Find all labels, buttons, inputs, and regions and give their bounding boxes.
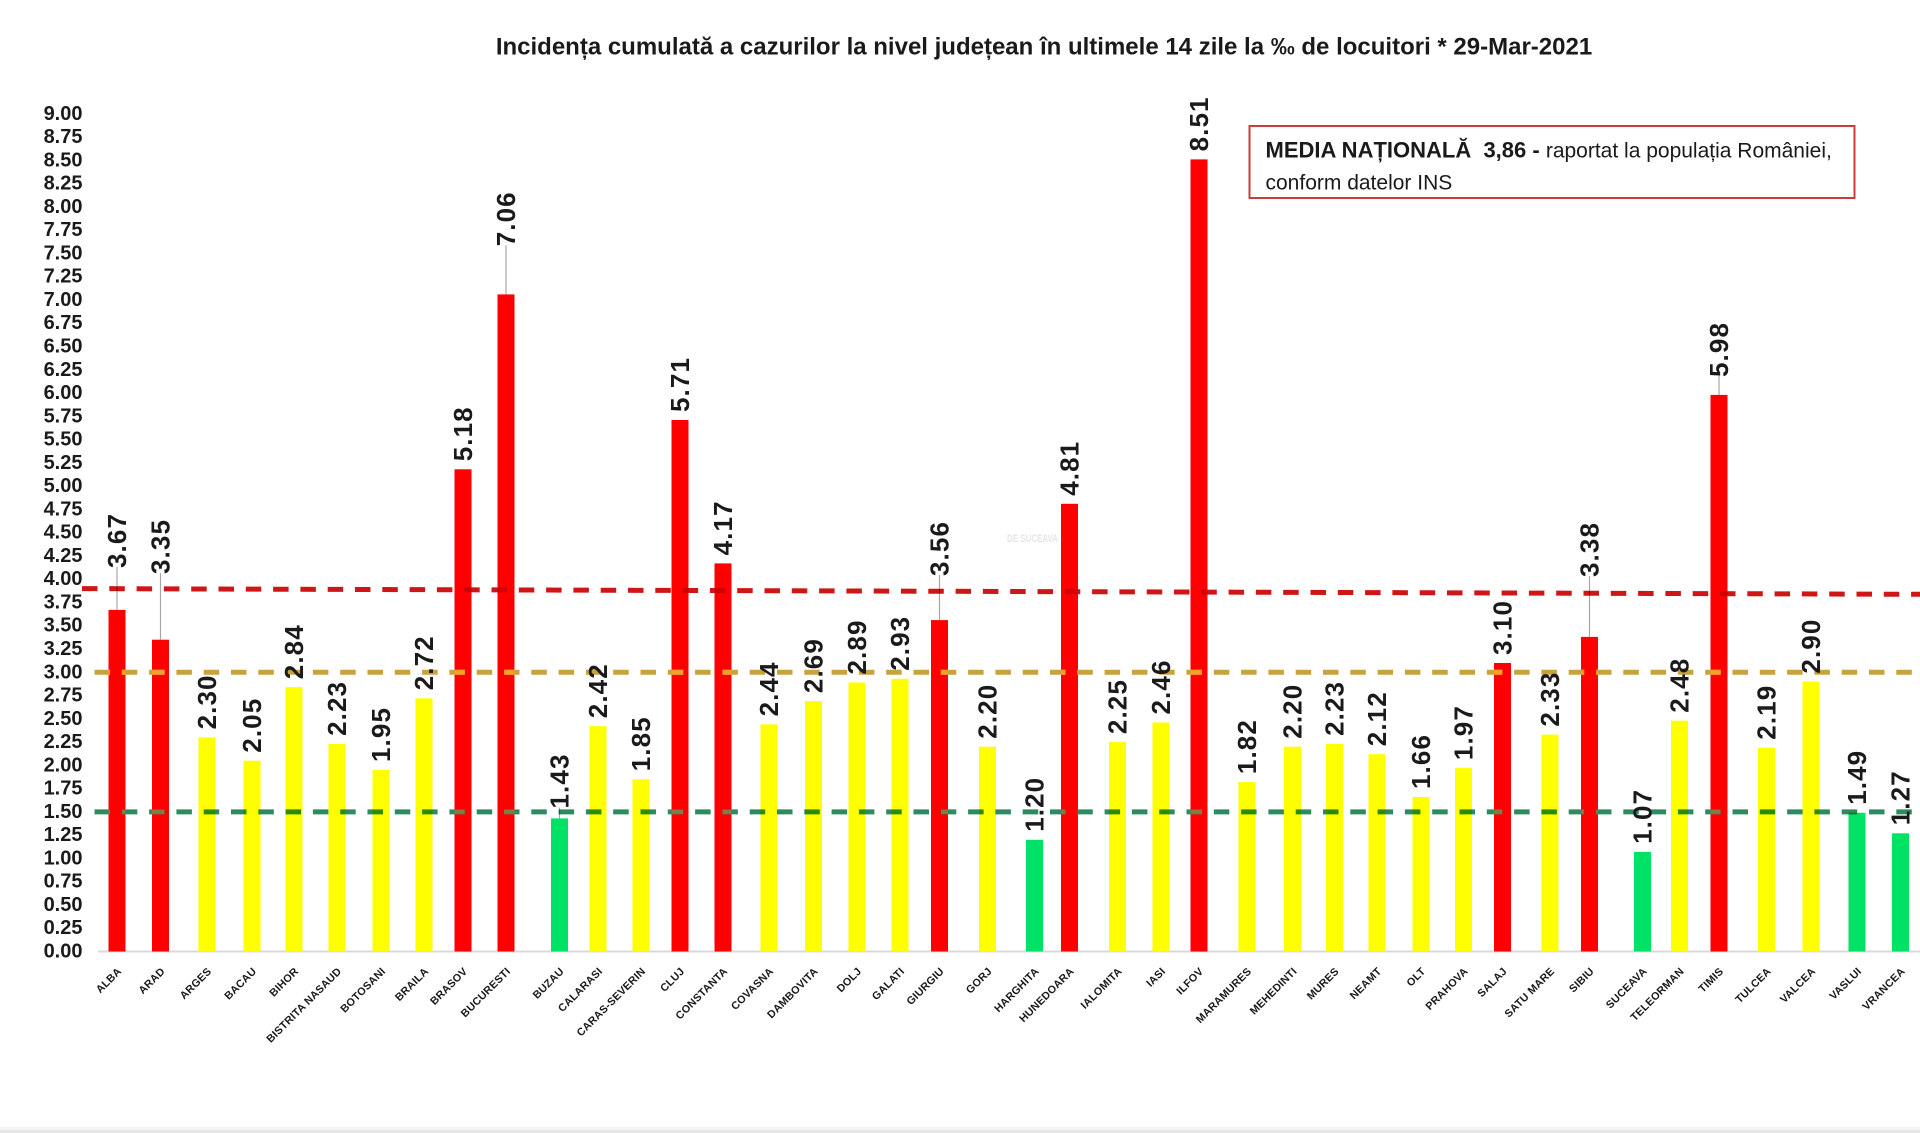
svg-text:1.00: 1.00 [44,847,83,869]
svg-text:2.72: 2.72 [409,635,439,690]
svg-text:1.85: 1.85 [626,716,656,771]
svg-text:1.82: 1.82 [1232,719,1262,774]
svg-text:9.00: 9.00 [44,103,83,125]
svg-text:4.50: 4.50 [44,522,83,544]
svg-text:2.00: 2.00 [44,754,83,776]
svg-text:5.00: 5.00 [44,475,83,497]
svg-text:2.44: 2.44 [754,661,784,716]
svg-text:2.30: 2.30 [192,674,222,729]
svg-text:3.35: 3.35 [146,519,176,574]
svg-text:1.97: 1.97 [1449,705,1479,760]
svg-text:3.25: 3.25 [44,638,83,660]
svg-text:2.89: 2.89 [842,619,872,674]
svg-text:2.50: 2.50 [44,708,83,730]
svg-text:7.75: 7.75 [44,219,83,241]
svg-text:1.25: 1.25 [44,824,83,846]
svg-text:Incidența cumulată a cazurilor: Incidența cumulată a cazurilor la nivel … [496,34,1592,61]
svg-text:2.05: 2.05 [237,698,267,753]
svg-text:4.17: 4.17 [708,500,738,555]
svg-text:0.00: 0.00 [44,941,83,963]
svg-text:3.67: 3.67 [102,513,132,568]
svg-text:8.51: 8.51 [1184,96,1214,151]
svg-text:5.75: 5.75 [44,405,83,427]
svg-text:3.75: 3.75 [44,592,83,614]
svg-text:7.50: 7.50 [44,242,83,264]
svg-text:8.25: 8.25 [44,173,83,195]
svg-text:4.81: 4.81 [1055,441,1085,496]
svg-text:5.71: 5.71 [665,357,695,412]
svg-text:DE SUCEAVA: DE SUCEAVA [1007,533,1058,545]
svg-text:6.50: 6.50 [44,336,83,358]
svg-text:1.66: 1.66 [1406,734,1436,789]
svg-text:2.42: 2.42 [583,663,613,718]
svg-text:8.75: 8.75 [44,126,83,148]
svg-text:2.90: 2.90 [1796,619,1826,674]
svg-text:3.50: 3.50 [44,615,83,637]
svg-text:3.56: 3.56 [925,521,955,576]
svg-text:5.25: 5.25 [44,452,83,474]
svg-text:2.23: 2.23 [1320,681,1350,736]
svg-text:2.93: 2.93 [885,616,915,671]
svg-text:4.25: 4.25 [44,545,83,567]
svg-text:MEDIA NAȚIONALĂ 3,86 - raport: MEDIA NAȚIONALĂ 3,86 - raportat la popul… [1266,138,1832,163]
svg-text:4.75: 4.75 [44,498,83,520]
svg-text:8.50: 8.50 [44,149,83,171]
svg-text:7.00: 7.00 [44,289,83,311]
svg-text:2.19: 2.19 [1752,685,1782,740]
svg-text:2.84: 2.84 [279,624,309,679]
svg-text:6.75: 6.75 [44,312,83,334]
svg-text:0.50: 0.50 [44,894,83,916]
svg-text:2.46: 2.46 [1146,659,1176,714]
svg-text:0.25: 0.25 [44,917,83,939]
svg-text:conform datelor INS: conform datelor INS [1266,172,1453,195]
svg-text:3.38: 3.38 [1575,522,1605,577]
svg-text:2.12: 2.12 [1362,691,1392,746]
svg-text:0.75: 0.75 [44,871,83,893]
svg-text:2.33: 2.33 [1535,672,1565,727]
svg-text:1.95: 1.95 [366,707,396,762]
svg-text:2.75: 2.75 [44,685,83,707]
svg-text:1.50: 1.50 [44,801,83,823]
svg-text:2.69: 2.69 [799,638,829,693]
svg-text:2.20: 2.20 [973,684,1003,739]
svg-text:3.10: 3.10 [1488,600,1518,655]
svg-text:1.49: 1.49 [1842,750,1872,805]
svg-text:4.00: 4.00 [44,568,83,590]
svg-text:1.43: 1.43 [545,753,575,808]
svg-text:2.48: 2.48 [1665,658,1695,713]
svg-text:7.25: 7.25 [44,266,83,288]
svg-text:2.25: 2.25 [1103,679,1133,734]
svg-text:1.27: 1.27 [1886,770,1916,825]
svg-text:1.07: 1.07 [1628,789,1658,844]
svg-text:5.50: 5.50 [44,429,83,451]
svg-text:3.00: 3.00 [44,661,83,683]
svg-text:5.18: 5.18 [448,406,478,461]
svg-text:8.00: 8.00 [44,196,83,218]
svg-text:5.98: 5.98 [1704,322,1734,377]
svg-text:1.20: 1.20 [1020,777,1050,832]
svg-text:2.23: 2.23 [322,681,352,736]
svg-text:6.00: 6.00 [44,382,83,404]
svg-text:1.75: 1.75 [44,778,83,800]
svg-text:2.25: 2.25 [44,731,83,753]
svg-text:2.20: 2.20 [1278,684,1308,739]
svg-text:7.06: 7.06 [491,191,521,246]
svg-text:6.25: 6.25 [44,359,83,381]
